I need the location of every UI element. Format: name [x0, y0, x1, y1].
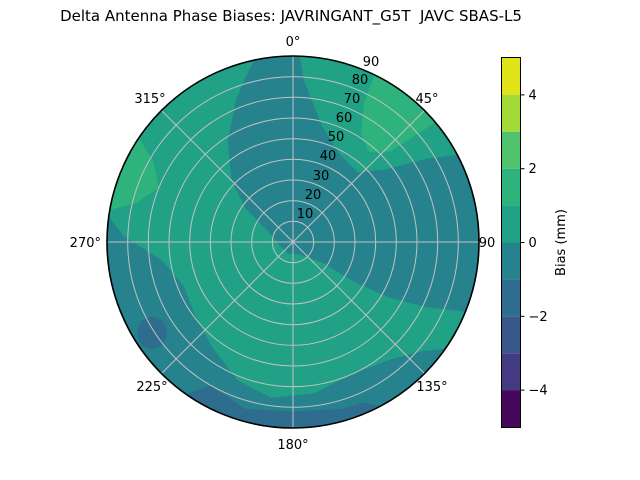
colorbar-axis-label: Bias (mm)	[554, 209, 569, 276]
theta-label-0: 0°	[286, 35, 301, 50]
colorbar-segment-m5-m4	[502, 390, 520, 427]
theta-label-225: 225°	[136, 380, 167, 395]
grid-spoke-135	[292, 241, 425, 374]
contour-teal-lower-rim-m1-0mm	[107, 216, 446, 428]
theta-label-270: 270°	[70, 236, 101, 251]
colorbar-segment-m3-m2	[502, 316, 520, 354]
colorbar-segment-m4-m3	[502, 353, 520, 391]
colorbar-segment-3-4	[502, 94, 520, 132]
theta-label-45: 45°	[415, 92, 438, 107]
grid-spoke-45	[292, 110, 425, 243]
grid-spoke-315	[161, 110, 294, 243]
polar-grid	[106, 55, 480, 429]
contour-teal-upper-m1-0mm	[227, 56, 479, 312]
theta-label-135: 135°	[416, 380, 447, 395]
radial-label-60: 60	[336, 111, 353, 126]
contour-bright-patch-left-1-2mm	[109, 138, 159, 210]
polar-axis-rim	[106, 55, 480, 429]
radial-tick-labels: 10 20 30 40 50 60 70 80 90	[297, 55, 380, 222]
contour-dark-blob-m2-m1mm	[137, 317, 167, 349]
radial-label-20: 20	[305, 188, 322, 203]
theta-label-90: 90	[479, 236, 496, 251]
colorbar-segment-1-2	[502, 168, 520, 206]
contour-dark-bottom-band-m2-m1mm	[186, 385, 381, 428]
radial-label-80: 80	[352, 73, 369, 88]
radial-label-40: 40	[320, 149, 337, 164]
colorbar-tick-label-m4: −4	[529, 384, 548, 399]
theta-label-315: 315°	[134, 92, 165, 107]
radial-label-70: 70	[344, 92, 361, 107]
colorbar-segment-m1-0	[502, 242, 520, 280]
colorbar-tick-label-4: 4	[529, 88, 537, 103]
colorbar: 4 2 0 −2 −4 Bias (mm)	[501, 57, 569, 428]
colorbar-tick-label-2: 2	[529, 162, 537, 177]
colorbar-segment-2-3	[502, 131, 520, 169]
radial-label-90: 90	[363, 55, 380, 70]
colorbar-segment-m2-m1	[502, 279, 520, 317]
grid-spoke-225	[161, 241, 294, 374]
colorbar-segment-4-5	[502, 58, 520, 95]
radial-label-50: 50	[328, 130, 345, 145]
radial-label-30: 30	[313, 169, 330, 184]
colorbar-segment-0-1	[502, 205, 520, 243]
theta-label-180: 180°	[277, 438, 308, 453]
theta-tick-labels: 0° 45° 90 135° 180° 225° 270° 315°	[70, 35, 496, 453]
colorbar-tick-label-0: 0	[529, 236, 537, 251]
plot-title: Delta Antenna Phase Biases: JAVRINGANT_G…	[60, 7, 522, 26]
colorbar-tick-label-m2: −2	[529, 310, 548, 325]
radial-label-10: 10	[297, 207, 314, 222]
